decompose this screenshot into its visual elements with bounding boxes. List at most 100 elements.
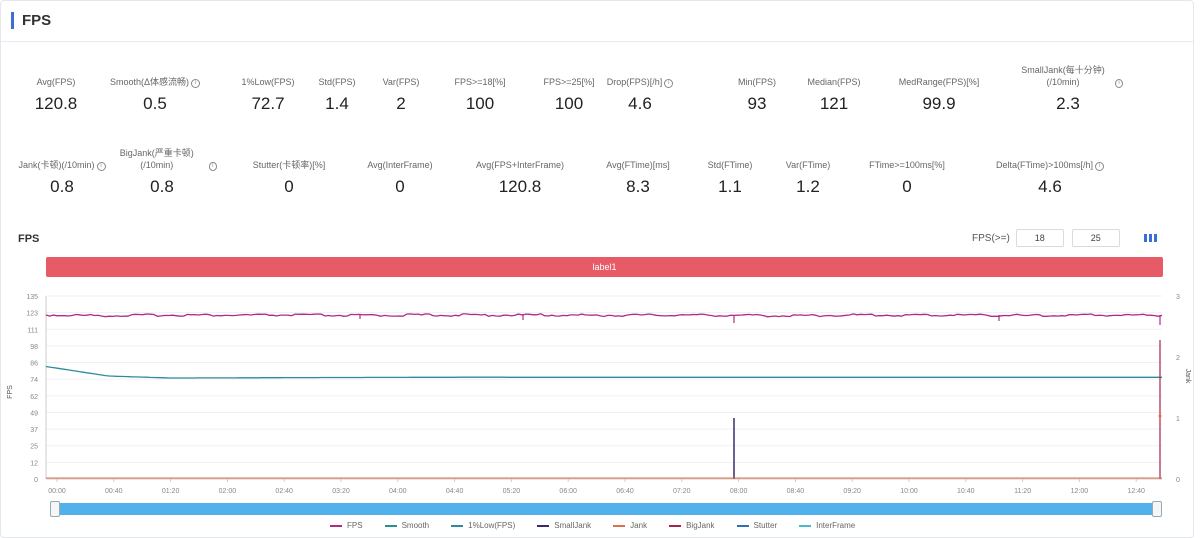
legend-item[interactable]: 1%Low(FPS)	[451, 521, 515, 530]
x-tick-label: 06:40	[616, 488, 634, 495]
fps-threshold-input-2[interactable]: 25	[1071, 229, 1120, 247]
y-tick-label: 12	[30, 460, 38, 467]
legend-swatch	[613, 524, 626, 527]
legend-item[interactable]: Smooth	[384, 521, 430, 530]
metric-row1-10: MedRange(FPS)[%] 99.9	[884, 62, 994, 114]
legend-label: InterFrame	[816, 521, 856, 530]
y2-tick-label: 1	[1176, 416, 1180, 423]
label-bar[interactable]: label1	[46, 257, 1163, 277]
metric-label: Median(FPS)	[807, 77, 861, 87]
x-tick-label: 01:20	[162, 488, 180, 495]
metric-label: Std(FPS)	[318, 77, 356, 87]
info-icon[interactable]: i	[1115, 79, 1123, 88]
slider-handle-right[interactable]	[1152, 501, 1162, 517]
metric-value: 99.9	[922, 94, 956, 113]
metric-label: FTime>=100ms[%]	[869, 160, 945, 170]
legend-swatch	[330, 524, 342, 527]
x-tick-label: 02:40	[275, 488, 293, 495]
metric-value: 0.8	[50, 177, 74, 196]
y-tick-label: 86	[30, 361, 38, 368]
card-title: FPS	[11, 12, 51, 29]
metric-label: Avg(FTime)[ms]	[606, 160, 670, 170]
metric-value: 1.1	[718, 177, 742, 196]
metric-label: Min(FPS)	[738, 77, 776, 87]
legend-item[interactable]: SmallJank	[537, 521, 591, 530]
info-icon[interactable]: i	[191, 79, 201, 88]
legend-label: 1%Low(FPS)	[468, 521, 516, 530]
fps-filter-label: FPS(>=)	[972, 232, 1010, 244]
metric-label: Avg(FPS)	[36, 77, 76, 87]
metric-label: BigJank(严重卡顿)(/10min) i	[107, 145, 217, 171]
grid-icon[interactable]	[1144, 233, 1158, 243]
slider-handle-left[interactable]	[50, 501, 60, 517]
y-tick-label: 25	[30, 444, 38, 451]
metric-label: FPS>=25[%]	[543, 77, 595, 87]
info-icon[interactable]: i	[208, 162, 217, 171]
y-tick-label: 111	[27, 327, 38, 334]
x-tick-label: 12:00	[1071, 488, 1089, 495]
fps-threshold-input-1[interactable]: 18	[1015, 229, 1064, 247]
y2-axis-label: Jank	[1184, 369, 1191, 384]
metric-value: 8.3	[626, 177, 650, 196]
info-icon[interactable]: i	[664, 79, 674, 88]
metric-value: 120.8	[498, 177, 542, 196]
y-tick-label: 37	[30, 427, 38, 434]
x-tick-label: 09:20	[843, 488, 861, 495]
legend-item[interactable]: Stutter	[736, 521, 778, 530]
metric-row2-0: Jank(卡顿)(/10min) i 0.8	[7, 145, 117, 197]
fps-filter: FPS(>=) 18 25	[972, 229, 1120, 247]
y-tick-label: 123	[26, 311, 38, 318]
metric-value: 120.8	[34, 94, 78, 113]
legend-item[interactable]: InterFrame	[799, 521, 855, 530]
x-tick-label: 10:40	[957, 488, 975, 495]
info-icon[interactable]: i	[96, 162, 106, 171]
legend-item[interactable]: FPS	[330, 521, 363, 530]
legend-label: FPS	[347, 521, 363, 530]
y-tick-label: 74	[30, 377, 38, 384]
legend-item[interactable]: Jank	[613, 521, 647, 530]
metric-value: 0.5	[143, 94, 167, 113]
y2-tick-label: 3	[1176, 294, 1180, 301]
time-range-slider[interactable]	[50, 503, 1160, 515]
metric-label: Avg(InterFrame)	[367, 160, 433, 170]
legend-swatch	[736, 524, 749, 527]
legend-swatch	[451, 524, 464, 527]
metric-row2-1: BigJank(严重卡顿)(/10min) i 0.8	[107, 145, 217, 197]
series-line-fps	[45, 313, 1163, 318]
x-tick-label: 12:40	[1127, 488, 1145, 495]
metric-label: FPS>=18[%]	[454, 77, 506, 87]
metric-label: Var(FPS)	[382, 77, 420, 87]
metric-label: Var(FTime)	[785, 160, 831, 170]
metric-row2-2: Stutter(卡顿率)[%] 0	[234, 145, 344, 197]
x-tick-label: 07:20	[673, 488, 691, 495]
info-icon[interactable]: i	[1094, 162, 1104, 171]
metric-value: 2	[396, 94, 406, 113]
metric-value: 2.3	[1056, 94, 1080, 113]
x-tick-label: 02:00	[219, 488, 237, 495]
metric-value: 93	[747, 94, 767, 113]
x-tick-label: 11:20	[1014, 488, 1031, 495]
metric-label: Stutter(卡顿率)[%]	[252, 160, 326, 170]
legend-label: Smooth	[401, 521, 430, 530]
x-tick-label: 04:40	[446, 488, 464, 495]
x-tick-label: 00:40	[105, 488, 123, 495]
legend-item[interactable]: BigJank	[669, 521, 715, 530]
metric-value: 72.7	[251, 94, 285, 113]
jank-point	[1158, 414, 1162, 418]
metric-row1-6: FPS>=25[%] 100	[514, 62, 624, 114]
metric-value: 0	[902, 177, 912, 196]
legend-label: SmallJank	[554, 521, 592, 530]
x-tick-label: 06:00	[559, 488, 577, 495]
metric-label: 1%Low(FPS)	[241, 77, 295, 87]
metric-row1-4: Var(FPS) 2	[346, 62, 456, 114]
x-tick-label: 04:00	[389, 488, 407, 495]
metric-label: Drop(FPS)[/h] i	[585, 62, 695, 88]
x-tick-label: 03:20	[332, 488, 350, 495]
metric-row1-2: 1%Low(FPS) 72.7	[213, 62, 323, 114]
metric-value: 1.2	[796, 177, 820, 196]
chart-title: FPS	[18, 233, 40, 245]
legend-label: Stutter	[753, 521, 778, 530]
metric-row2-3: Avg(InterFrame) 0	[345, 145, 455, 197]
metric-row1-8: Min(FPS) 93	[702, 62, 812, 114]
